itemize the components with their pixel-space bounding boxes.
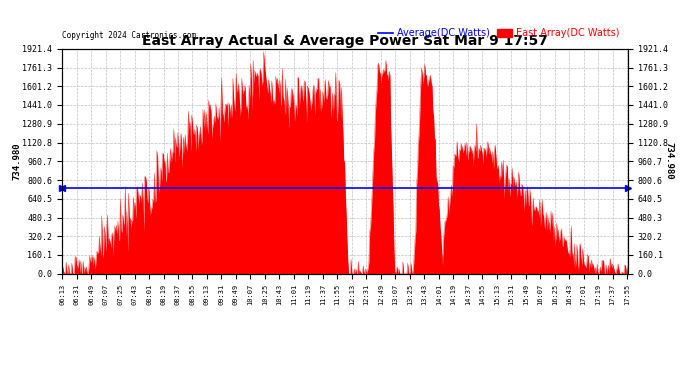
- Title: East Array Actual & Average Power Sat Mar 9 17:57: East Array Actual & Average Power Sat Ma…: [142, 34, 548, 48]
- Text: Copyright 2024 Cartronics.com: Copyright 2024 Cartronics.com: [62, 31, 196, 40]
- Y-axis label: 734.980: 734.980: [664, 142, 673, 180]
- Legend: Average(DC Watts), East Array(DC Watts): Average(DC Watts), East Array(DC Watts): [374, 24, 623, 42]
- Y-axis label: 734.980: 734.980: [12, 142, 21, 180]
